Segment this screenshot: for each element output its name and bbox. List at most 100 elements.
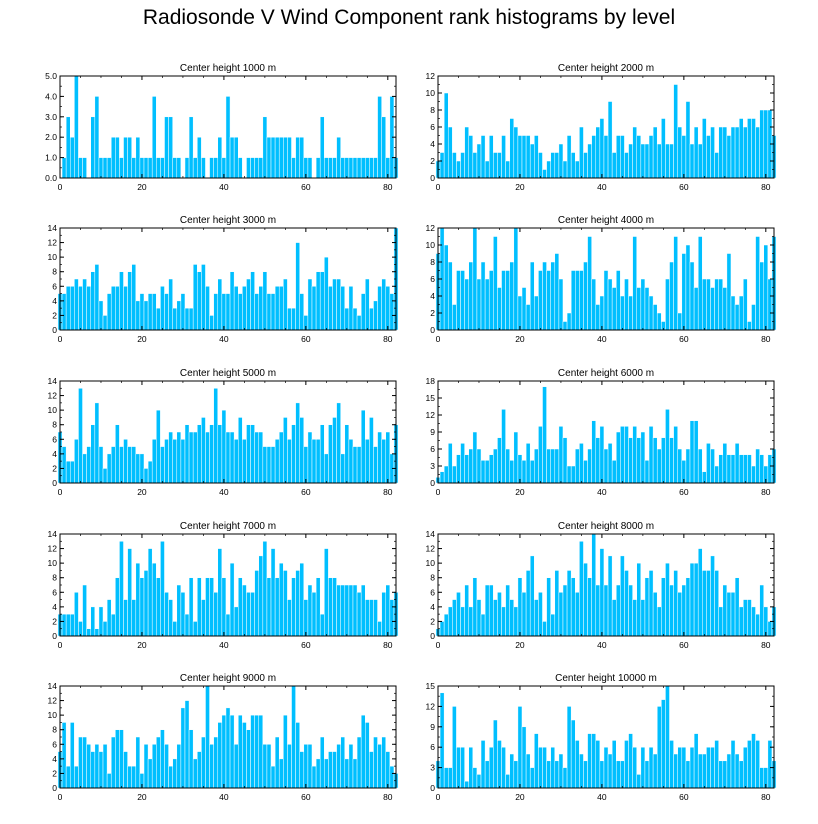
histogram-bar (299, 293, 305, 331)
histogram-bar (147, 460, 153, 484)
histogram-bar (78, 286, 83, 331)
histogram-bar (123, 599, 128, 637)
histogram-bar (702, 278, 707, 331)
histogram-bar (377, 96, 382, 179)
histogram-bar (197, 271, 202, 331)
histogram-bar (127, 271, 132, 331)
histogram-bar (74, 75, 79, 179)
histogram-bar (734, 126, 740, 179)
histogram-bar (697, 753, 703, 789)
histogram-bar (213, 736, 219, 789)
histogram-bar (201, 736, 206, 789)
histogram-bar (102, 621, 108, 637)
histogram-bar (599, 295, 605, 331)
histogram-bar (69, 286, 75, 331)
histogram-bar (106, 453, 112, 484)
histogram-bar (476, 599, 482, 637)
histogram-bar (102, 157, 108, 179)
x-tick-label: 80 (383, 334, 393, 344)
histogram-bar (755, 126, 760, 179)
histogram-bar (697, 143, 703, 179)
histogram-bar (636, 774, 642, 789)
histogram-bar (332, 157, 337, 179)
histogram-bar (452, 152, 457, 179)
histogram-bar (529, 767, 535, 789)
histogram-bar (652, 126, 658, 179)
histogram-bar (258, 157, 264, 179)
histogram-bar (344, 307, 350, 331)
histogram-bar (172, 758, 178, 789)
histogram-bar (225, 293, 231, 331)
histogram-bar (488, 135, 494, 179)
histogram-bar (283, 136, 288, 179)
histogram-bar (209, 157, 214, 179)
histogram-bar (722, 760, 728, 789)
histogram-bar (274, 439, 280, 484)
histogram-bar (677, 448, 683, 484)
histogram-bar (689, 746, 695, 789)
histogram-bar (603, 448, 609, 484)
histogram-bar (332, 417, 337, 484)
histogram-bar (197, 136, 202, 179)
histogram-bar (242, 722, 247, 789)
histogram-bar (278, 136, 284, 179)
histogram-bar (644, 577, 650, 637)
histogram-bar (738, 295, 744, 331)
y-tick-label: 9 (430, 722, 435, 732)
histogram-bar (525, 304, 531, 331)
histogram-bar (352, 446, 358, 484)
histogram-bar (644, 143, 650, 179)
histogram-bar (542, 169, 547, 179)
y-tick-label: 6 (52, 587, 57, 597)
histogram-bar (262, 541, 268, 637)
histogram-bar (143, 468, 149, 484)
histogram-bar (493, 448, 498, 484)
histogram-bar (480, 261, 486, 331)
histogram-bar (246, 157, 251, 179)
histogram-bar (164, 592, 169, 637)
panel-6: Center height 6000 m 0 20 40 60 80 0 3 6 9 12 15 18 (426, 368, 777, 497)
histogram-bar (648, 570, 654, 637)
histogram-bar (579, 126, 584, 179)
histogram-bar (558, 426, 564, 484)
histogram-bar (315, 157, 321, 179)
y-tick-label: 2 (52, 768, 57, 778)
histogram-bar (315, 439, 321, 484)
histogram-bar (225, 613, 231, 637)
histogram-bar (538, 426, 543, 484)
y-tick-label: 6 (430, 742, 435, 752)
histogram-bar (348, 439, 354, 484)
histogram-bar (381, 439, 387, 484)
histogram-bar (505, 774, 510, 789)
histogram-bar (278, 758, 284, 789)
x-tick-label: 80 (761, 792, 771, 802)
y-tick-label: 2 (430, 616, 435, 626)
histogram-bar (685, 577, 691, 637)
histogram-bar (595, 437, 601, 484)
histogram-bar (509, 460, 515, 484)
histogram-bar (188, 116, 194, 179)
histogram-bar (468, 448, 474, 484)
histogram-bar (751, 733, 756, 789)
histogram-bar (242, 584, 247, 637)
histogram-bar (94, 628, 100, 637)
y-tick-label: 8 (52, 573, 57, 583)
x-tick-label: 0 (436, 792, 441, 802)
histogram-bar (484, 460, 490, 484)
y-tick-label: 0 (52, 325, 57, 335)
histogram-bar (365, 599, 370, 637)
histogram-bar (570, 270, 576, 331)
histogram-bar (714, 465, 719, 484)
histogram-bar (389, 765, 395, 789)
histogram-bar (356, 315, 362, 331)
histogram-bar (677, 592, 683, 637)
histogram-bar (213, 388, 219, 484)
histogram-bar (369, 307, 374, 331)
histogram-bar (209, 424, 214, 484)
histogram-bar (484, 160, 490, 179)
histogram-bar (110, 736, 116, 789)
histogram-bar (743, 454, 748, 484)
histogram-bar (201, 264, 206, 331)
histogram-bar (82, 736, 87, 789)
histogram-bar (615, 584, 621, 637)
